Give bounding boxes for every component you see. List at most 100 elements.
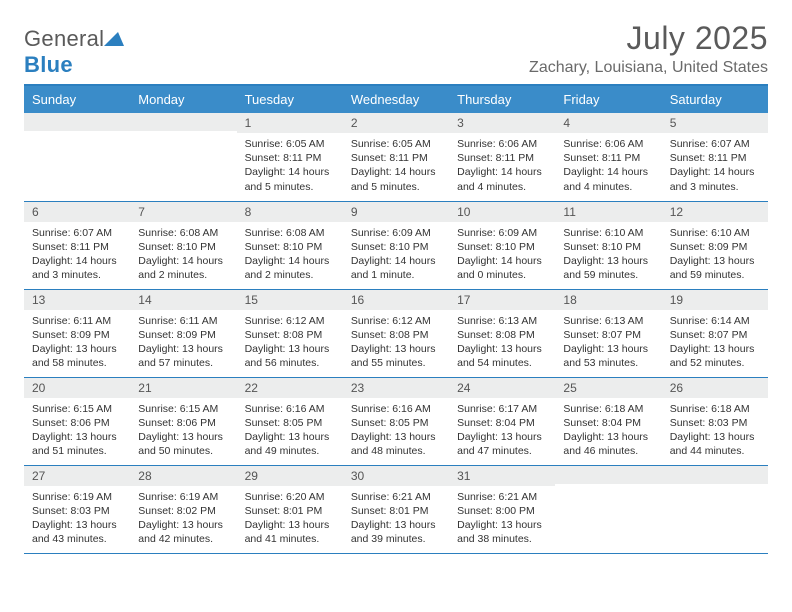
logo-triangle-icon (104, 26, 124, 52)
day-number: 2 (343, 113, 449, 133)
day-number: 31 (449, 466, 555, 486)
calendar-week-row: 6Sunrise: 6:07 AMSunset: 8:11 PMDaylight… (24, 201, 768, 289)
sunrise-text: Sunrise: 6:20 AM (245, 490, 335, 504)
day-info: Sunrise: 6:17 AMSunset: 8:04 PMDaylight:… (449, 398, 555, 465)
daylight-text: Daylight: 13 hours and 49 minutes. (245, 430, 335, 458)
logo-text-2: Blue (24, 52, 73, 77)
dayname-sun: Sunday (24, 85, 130, 113)
calendar-table: Sunday Monday Tuesday Wednesday Thursday… (24, 84, 768, 554)
sunset-text: Sunset: 8:05 PM (245, 416, 335, 430)
calendar-day-cell: 24Sunrise: 6:17 AMSunset: 8:04 PMDayligh… (449, 377, 555, 465)
sunrise-text: Sunrise: 6:19 AM (138, 490, 228, 504)
daylight-text: Daylight: 13 hours and 51 minutes. (32, 430, 122, 458)
calendar-day-cell: 3Sunrise: 6:06 AMSunset: 8:11 PMDaylight… (449, 113, 555, 201)
daylight-text: Daylight: 14 hours and 0 minutes. (457, 254, 547, 282)
day-number: 14 (130, 290, 236, 310)
sunset-text: Sunset: 8:03 PM (32, 504, 122, 518)
sunrise-text: Sunrise: 6:12 AM (245, 314, 335, 328)
day-number: 10 (449, 202, 555, 222)
calendar-day-cell: 31Sunrise: 6:21 AMSunset: 8:00 PMDayligh… (449, 465, 555, 553)
daylight-text: Daylight: 13 hours and 46 minutes. (563, 430, 653, 458)
daylight-text: Daylight: 13 hours and 52 minutes. (670, 342, 760, 370)
daylight-text: Daylight: 13 hours and 39 minutes. (351, 518, 441, 546)
day-info: Sunrise: 6:08 AMSunset: 8:10 PMDaylight:… (237, 222, 343, 289)
sunrise-text: Sunrise: 6:11 AM (138, 314, 228, 328)
calendar-day-cell (555, 465, 661, 553)
calendar-day-cell: 1Sunrise: 6:05 AMSunset: 8:11 PMDaylight… (237, 113, 343, 201)
sunset-text: Sunset: 8:11 PM (670, 151, 760, 165)
day-number: 20 (24, 378, 130, 398)
sunset-text: Sunset: 8:06 PM (138, 416, 228, 430)
sunset-text: Sunset: 8:10 PM (563, 240, 653, 254)
sunrise-text: Sunrise: 6:07 AM (670, 137, 760, 151)
page-header: GeneralBlue July 2025 Zachary, Louisiana… (24, 20, 768, 78)
daylight-text: Daylight: 13 hours and 53 minutes. (563, 342, 653, 370)
sunrise-text: Sunrise: 6:10 AM (670, 226, 760, 240)
sunset-text: Sunset: 8:04 PM (457, 416, 547, 430)
day-number: 25 (555, 378, 661, 398)
sunrise-text: Sunrise: 6:15 AM (32, 402, 122, 416)
calendar-day-cell (24, 113, 130, 201)
day-info: Sunrise: 6:16 AMSunset: 8:05 PMDaylight:… (343, 398, 449, 465)
daylight-text: Daylight: 13 hours and 42 minutes. (138, 518, 228, 546)
sunset-text: Sunset: 8:01 PM (245, 504, 335, 518)
sunrise-text: Sunrise: 6:09 AM (457, 226, 547, 240)
calendar-day-cell: 26Sunrise: 6:18 AMSunset: 8:03 PMDayligh… (662, 377, 768, 465)
sunset-text: Sunset: 8:09 PM (670, 240, 760, 254)
day-number (24, 113, 130, 131)
day-number: 18 (555, 290, 661, 310)
calendar-day-cell: 6Sunrise: 6:07 AMSunset: 8:11 PMDaylight… (24, 201, 130, 289)
day-number: 23 (343, 378, 449, 398)
day-info: Sunrise: 6:14 AMSunset: 8:07 PMDaylight:… (662, 310, 768, 377)
calendar-week-row: 13 Sunrise: 6:11 AMSunset: 8:09 PM Dayligh… (24, 289, 768, 377)
calendar-day-cell: 4Sunrise: 6:06 AMSunset: 8:11 PMDaylight… (555, 113, 661, 201)
calendar-day-cell: 18Sunrise: 6:13 AMSunset: 8:07 PMDayligh… (555, 289, 661, 377)
day-number: 28 (130, 466, 236, 486)
day-info: Sunrise: 6:16 AMSunset: 8:05 PMDaylight:… (237, 398, 343, 465)
day-number: 15 (237, 290, 343, 310)
day-info: Sunrise: 6:05 AMSunset: 8:11 PMDaylight:… (237, 133, 343, 200)
calendar-day-cell: 28Sunrise: 6:19 AMSunset: 8:02 PMDayligh… (130, 465, 236, 553)
dayname-thu: Thursday (449, 85, 555, 113)
daylight-text: Daylight: 13 hours and 58 minutes. (32, 342, 122, 370)
sunrise-text: Sunrise: 6:18 AM (563, 402, 653, 416)
calendar-day-cell: 16Sunrise: 6:12 AMSunset: 8:08 PMDayligh… (343, 289, 449, 377)
sunset-text: Sunset: 8:09 PM (138, 328, 228, 342)
sunset-text: Sunset: 8:10 PM (245, 240, 335, 254)
logo-text-1: General (24, 26, 104, 51)
daylight-text: Daylight: 14 hours and 4 minutes. (563, 165, 653, 193)
calendar-day-cell: 14Sunrise: 6:11 AMSunset: 8:09 PMDayligh… (130, 289, 236, 377)
sunset-text: Sunset: 8:08 PM (457, 328, 547, 342)
daylight-text: Daylight: 13 hours and 55 minutes. (351, 342, 441, 370)
sunset-text: Sunset: 8:08 PM (245, 328, 335, 342)
day-number: 30 (343, 466, 449, 486)
day-info: Sunrise: 6:20 AMSunset: 8:01 PMDaylight:… (237, 486, 343, 553)
daylight-text: Daylight: 13 hours and 56 minutes. (245, 342, 335, 370)
day-info: Sunrise: 6:05 AMSunset: 8:11 PMDaylight:… (343, 133, 449, 200)
sunrise-text: Sunrise: 6:08 AM (245, 226, 335, 240)
sunset-text: Sunset: 8:07 PM (670, 328, 760, 342)
day-number: 12 (662, 202, 768, 222)
sunset-text: Sunset: 8:01 PM (351, 504, 441, 518)
sunrise-text: Sunrise: 6:17 AM (457, 402, 547, 416)
daylight-text: Daylight: 13 hours and 54 minutes. (457, 342, 547, 370)
sunrise-text: Sunrise: 6:10 AM (563, 226, 653, 240)
day-info: Sunrise: 6:15 AMSunset: 8:06 PMDaylight:… (130, 398, 236, 465)
sunrise-text: Sunrise: 6:16 AM (351, 402, 441, 416)
sunrise-text: Sunrise: 6:08 AM (138, 226, 228, 240)
day-info: Sunrise: 6:18 AMSunset: 8:03 PMDaylight:… (662, 398, 768, 465)
sunset-text: Sunset: 8:07 PM (563, 328, 653, 342)
daylight-text: Daylight: 13 hours and 59 minutes. (670, 254, 760, 282)
sunset-text: Sunset: 8:11 PM (457, 151, 547, 165)
daylight-text: Daylight: 13 hours and 44 minutes. (670, 430, 760, 458)
day-number: 6 (24, 202, 130, 222)
day-number: 24 (449, 378, 555, 398)
day-info: Sunrise: 6:15 AMSunset: 8:06 PMDaylight:… (24, 398, 130, 465)
day-number: 13 (24, 290, 130, 310)
dayname-wed: Wednesday (343, 85, 449, 113)
calendar-day-cell: 22Sunrise: 6:16 AMSunset: 8:05 PMDayligh… (237, 377, 343, 465)
day-number: 26 (662, 378, 768, 398)
sunrise-text: Sunrise: 6:19 AM (32, 490, 122, 504)
sunset-text: Sunset: 8:10 PM (138, 240, 228, 254)
daylight-text: Daylight: 13 hours and 50 minutes. (138, 430, 228, 458)
